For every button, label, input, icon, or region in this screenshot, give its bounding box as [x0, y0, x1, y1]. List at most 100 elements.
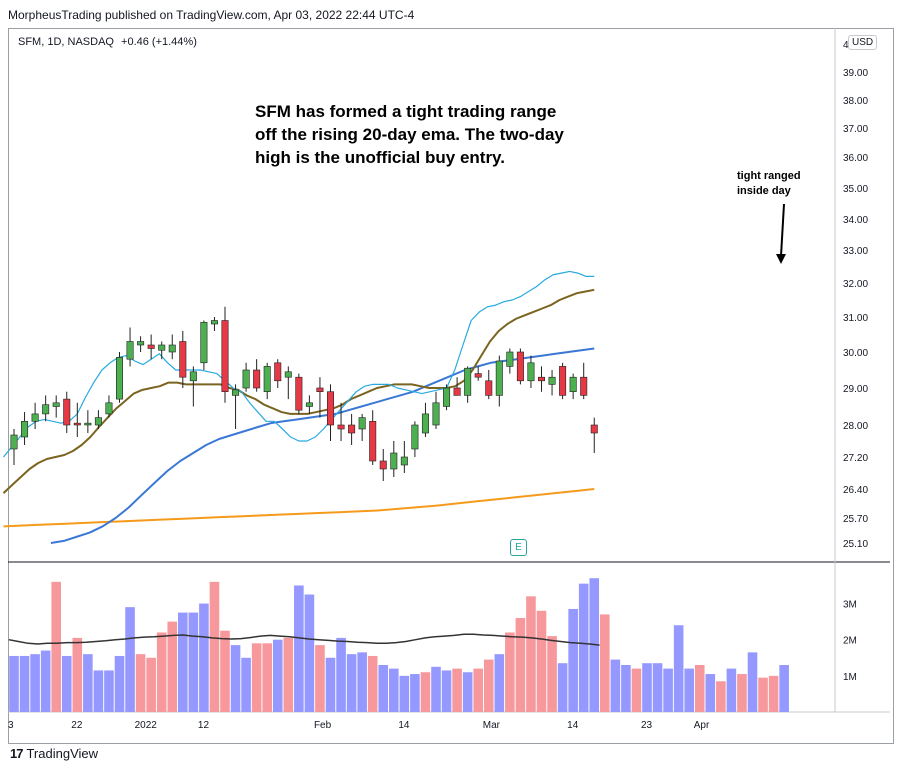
- volume-bar: [526, 596, 536, 712]
- candle-body: [390, 452, 398, 470]
- volume-tick-label: 2M: [843, 636, 857, 647]
- candle-body: [274, 362, 282, 382]
- x-tick-label: Feb: [314, 720, 332, 731]
- callout-line: tight ranged: [737, 170, 801, 182]
- callout-line: inside day: [737, 185, 791, 197]
- candle-body: [147, 344, 155, 349]
- volume-bar: [462, 672, 473, 712]
- volume-bar: [346, 654, 357, 712]
- candle-body: [379, 460, 387, 470]
- x-tick-label: Apr: [694, 720, 710, 731]
- currency-button[interactable]: USD: [848, 35, 878, 50]
- volume-bar: [631, 668, 642, 712]
- candle-body: [453, 387, 461, 396]
- volume-bar: [325, 657, 336, 712]
- volume-bar: [779, 665, 789, 712]
- volume-bar: [547, 636, 557, 712]
- chart-frame: [8, 28, 894, 744]
- tradingview-footer[interactable]: 17 TradingView: [10, 746, 98, 761]
- candle-body: [580, 376, 588, 396]
- candle-body: [232, 389, 240, 396]
- volume-bar: [262, 643, 272, 712]
- volume-tick-label: 3M: [843, 600, 857, 611]
- volume-bar: [410, 674, 420, 712]
- candle-body: [590, 424, 598, 434]
- y-tick-label: 39.00: [843, 68, 868, 79]
- volume-bar: [209, 581, 220, 712]
- volume-bar: [536, 610, 547, 712]
- volume-bar: [747, 652, 758, 712]
- y-tick-label: 33.00: [843, 246, 868, 257]
- candle-body: [253, 369, 261, 389]
- candle-body: [432, 402, 440, 426]
- volume-bar: [431, 666, 441, 712]
- volume-bar: [30, 654, 40, 712]
- candle-body: [52, 402, 60, 407]
- volume-bar: [621, 665, 631, 712]
- candle-body: [527, 362, 535, 382]
- candle-body: [326, 391, 334, 426]
- candle-body: [158, 344, 166, 351]
- candle-body: [263, 366, 271, 392]
- candle-body: [94, 417, 102, 426]
- volume-bar: [304, 594, 315, 712]
- volume-bar: [156, 632, 167, 712]
- candle-body: [348, 424, 356, 434]
- ma50-line: [50, 347, 595, 544]
- volume-bar: [19, 655, 30, 712]
- y-tick-label: 25.70: [843, 514, 868, 525]
- candle-body: [537, 376, 545, 382]
- volume-bar: [357, 652, 367, 712]
- volume-bar: [178, 612, 188, 712]
- volume-bar: [768, 675, 779, 712]
- volume-bar: [420, 672, 431, 712]
- candle-body: [168, 344, 176, 353]
- volume-bar: [241, 657, 251, 712]
- candle-body: [369, 420, 377, 462]
- candle-body: [443, 387, 451, 407]
- y-tick-label: 37.00: [843, 124, 868, 135]
- volume-bar: [61, 655, 72, 712]
- candle-body: [411, 424, 419, 450]
- volume-bar: [367, 655, 378, 712]
- candle-body: [358, 417, 366, 430]
- y-tick-label: 36.00: [843, 153, 868, 164]
- volume-bar: [441, 670, 452, 712]
- volume-bar: [716, 681, 726, 712]
- earnings-marker[interactable]: E: [510, 539, 527, 556]
- candle-body: [84, 422, 92, 426]
- volume-bar: [378, 665, 389, 712]
- candle-body: [516, 351, 524, 382]
- x-tick-label: Mar: [483, 720, 501, 731]
- volume-bar: [578, 583, 589, 712]
- volume-bar: [167, 621, 178, 712]
- candle-body: [42, 404, 50, 415]
- symbol-name: SFM, 1D, NASDAQ: [18, 36, 114, 48]
- y-tick-label: 35.00: [843, 184, 868, 195]
- volume-bar: [272, 639, 283, 712]
- symbol-info: SFM, 1D, NASDAQ +0.46 (+1.44%): [18, 36, 201, 48]
- volume-bar: [336, 637, 346, 712]
- note-line: high is the unofficial buy entry.: [255, 148, 505, 167]
- x-tick-label: 22: [71, 720, 83, 731]
- volume-bar: [494, 654, 505, 712]
- note-line: off the rising 20-day ema. The two-day: [255, 125, 564, 144]
- candle-body: [63, 398, 71, 426]
- volume-bar: [104, 670, 114, 712]
- volume-bar: [125, 607, 135, 712]
- volume-bar: [251, 643, 262, 712]
- x-tick-label: 23: [641, 720, 653, 731]
- candle-body: [179, 341, 187, 378]
- candle-body: [284, 371, 292, 378]
- y-tick-label: 26.40: [843, 485, 868, 496]
- candle-body: [137, 341, 145, 346]
- candle-body: [295, 376, 303, 411]
- y-tick-label: 38.00: [843, 96, 868, 107]
- volume-bar: [114, 655, 125, 712]
- publisher-line: MorpheusTrading published on TradingView…: [8, 8, 415, 22]
- volume-bar: [72, 637, 83, 712]
- x-tick-label: 3: [8, 720, 14, 731]
- callout-arrow: [780, 203, 785, 257]
- volume-bar: [220, 630, 230, 712]
